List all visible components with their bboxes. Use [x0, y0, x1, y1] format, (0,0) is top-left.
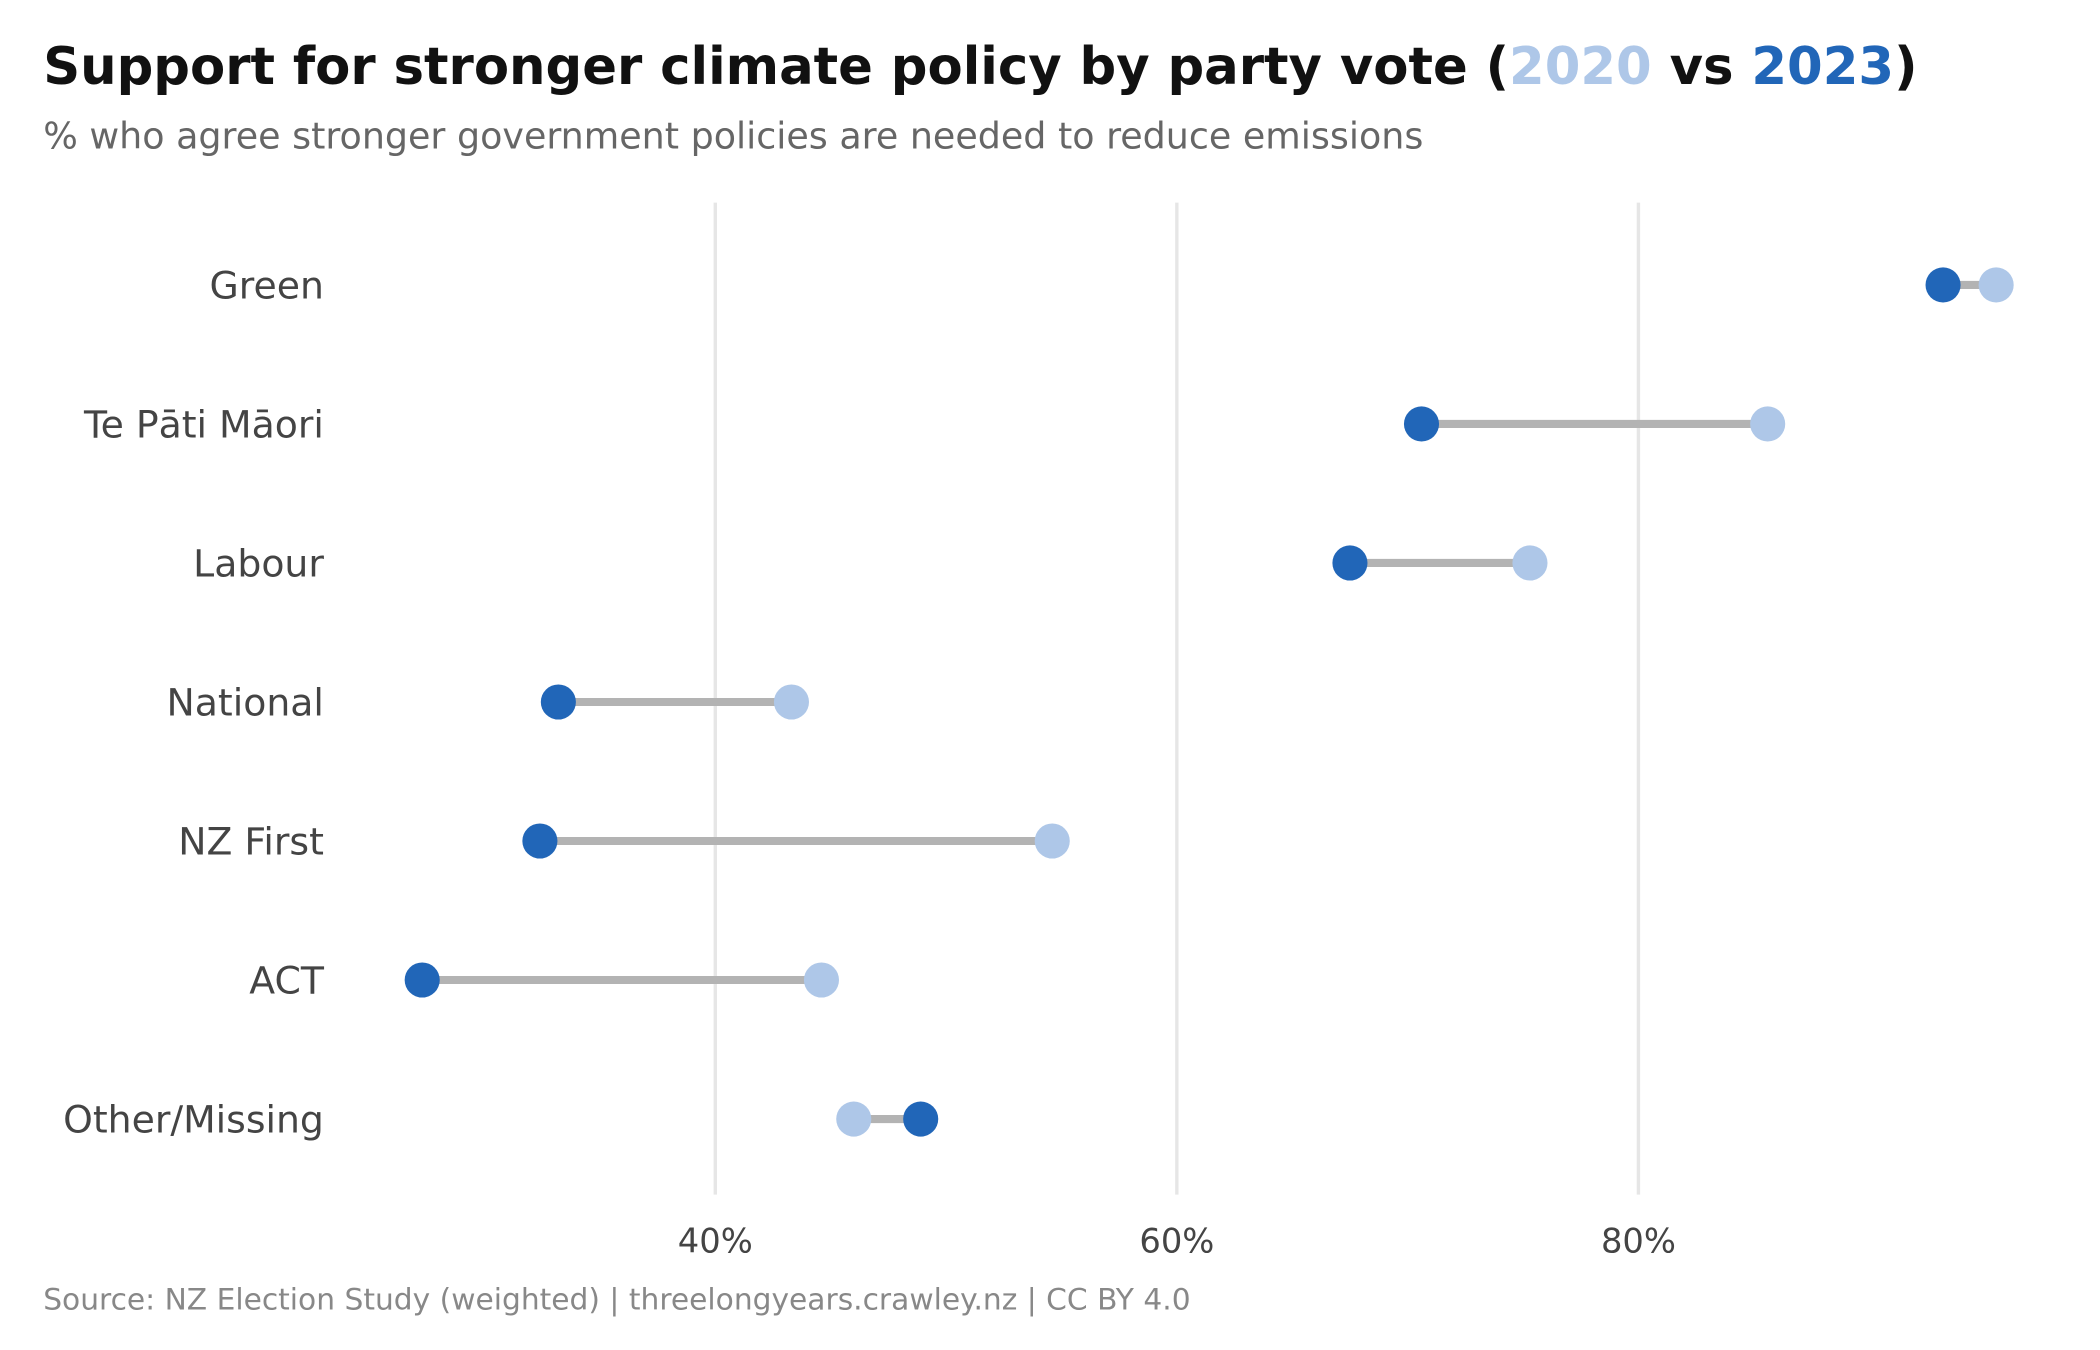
category-label: Green	[210, 263, 324, 307]
category-label: ACT	[249, 959, 325, 1003]
row-te-p-ti-m-ori: Te Pāti Māori	[83, 402, 1786, 446]
category-label: Te Pāti Māori	[83, 402, 324, 446]
category-label: Labour	[193, 541, 324, 585]
title-main: Support for stronger climate policy by p…	[43, 37, 1468, 97]
data-rows: Green Te Pāti Māori Labour National NZ First…	[63, 263, 2014, 1142]
point-2020	[1978, 267, 2014, 303]
row-national: National	[167, 680, 809, 724]
row-green: Green	[210, 263, 2014, 307]
point-2020	[803, 962, 840, 998]
x-tick-label: 80%	[1601, 1222, 1676, 1261]
chart-title: Support for stronger climate policy by p…	[43, 37, 1917, 97]
gridlines	[713, 202, 1641, 1195]
row-labour: Labour	[193, 541, 1548, 585]
title-year-2020: 2020	[1509, 37, 1652, 97]
title-paren-close: )	[1894, 37, 1917, 97]
point-2020	[1750, 406, 1786, 442]
point-2023	[540, 684, 576, 720]
row-other-missing: Other/Missing	[63, 1098, 939, 1142]
point-2023	[404, 962, 440, 998]
x-tick-label: 60%	[1139, 1222, 1214, 1261]
title-paren-open: (	[1486, 37, 1509, 97]
point-2023	[522, 823, 558, 859]
source-note: Source: NZ Election Study (weighted) | t…	[43, 1282, 1190, 1317]
x-axis-ticks: 40% 60% 80%	[678, 1222, 1676, 1261]
point-2020	[836, 1101, 872, 1137]
x-tick-label: 40%	[678, 1222, 753, 1261]
row-act: ACT	[249, 959, 840, 1003]
title-vs: vs	[1652, 37, 1752, 97]
row-nz-first: NZ First	[178, 819, 1070, 863]
category-label: Other/Missing	[63, 1098, 324, 1142]
category-label: National	[167, 680, 324, 724]
category-label: NZ First	[178, 819, 324, 863]
title-year-2023: 2023	[1751, 37, 1894, 97]
point-2020	[1034, 823, 1070, 859]
point-2023	[1925, 267, 1961, 303]
point-2023	[1403, 406, 1440, 442]
point-2020	[773, 684, 809, 720]
chart-subtitle: % who agree stronger government policies…	[43, 115, 1423, 158]
point-2020	[1512, 545, 1548, 581]
point-2023	[903, 1101, 939, 1137]
point-2023	[1332, 545, 1368, 581]
